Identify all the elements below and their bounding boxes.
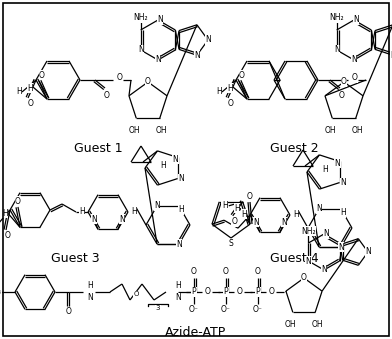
Text: O: O [341, 78, 347, 86]
Text: N: N [335, 159, 340, 168]
Text: NH₂: NH₂ [329, 14, 344, 22]
Text: P: P [256, 287, 260, 297]
Text: N: N [154, 201, 160, 211]
Text: O: O [228, 100, 234, 108]
Text: H: H [87, 281, 93, 291]
Text: H: H [161, 161, 167, 170]
Text: O: O [66, 307, 72, 317]
Text: O⁻: O⁻ [221, 305, 231, 315]
Text: N: N [321, 265, 327, 275]
Text: H: H [222, 201, 228, 210]
Text: O: O [39, 71, 45, 80]
Text: OH: OH [325, 126, 336, 135]
Text: S: S [229, 239, 233, 248]
Text: Guest 2: Guest 2 [270, 141, 318, 155]
Text: O: O [28, 100, 34, 108]
Text: OH: OH [156, 126, 167, 135]
Text: H: H [175, 281, 181, 291]
Text: H: H [79, 207, 85, 216]
Text: N: N [179, 174, 185, 183]
Text: O⁻: O⁻ [189, 305, 199, 315]
Text: N: N [157, 16, 163, 24]
Text: O: O [339, 92, 345, 100]
Text: O: O [223, 267, 229, 277]
Text: O: O [247, 192, 253, 201]
Text: N: N [338, 242, 344, 252]
Text: NH₂: NH₂ [301, 226, 316, 236]
Text: P: P [224, 287, 228, 297]
Text: N: N [281, 218, 287, 227]
Text: O: O [237, 287, 243, 297]
Text: O: O [232, 217, 238, 226]
Text: N: N [87, 294, 93, 302]
Text: N: N [323, 230, 329, 239]
Text: Azide-ATP: Azide-ATP [165, 325, 227, 339]
Text: O⁻: O⁻ [253, 305, 263, 315]
Text: O: O [5, 232, 11, 240]
Text: O: O [352, 74, 358, 82]
Text: N: N [176, 240, 182, 248]
Text: O: O [145, 78, 151, 86]
Text: O: O [191, 267, 197, 277]
Text: N: N [341, 178, 347, 187]
Text: N: N [351, 56, 357, 64]
Text: O: O [255, 267, 261, 277]
Text: N: N [205, 36, 211, 44]
Text: Guest 1: Guest 1 [74, 141, 122, 155]
Text: N: N [91, 215, 97, 224]
Text: 3: 3 [156, 305, 160, 311]
Text: N₃: N₃ [0, 287, 2, 297]
Text: N: N [390, 51, 392, 60]
Text: H: H [227, 83, 233, 93]
Text: O: O [269, 287, 275, 297]
Text: H: H [234, 204, 240, 213]
Text: N: N [334, 45, 339, 55]
Text: H: H [340, 208, 346, 217]
Text: OH: OH [311, 320, 323, 329]
Text: H: H [216, 86, 222, 96]
Text: N: N [194, 51, 200, 60]
Text: H: H [323, 165, 328, 174]
Text: N: N [138, 45, 143, 55]
Text: H: H [16, 86, 22, 96]
Text: N: N [119, 215, 125, 224]
Text: N: N [175, 294, 181, 302]
Text: O: O [133, 291, 139, 297]
Text: O: O [15, 197, 21, 206]
Text: H: H [131, 207, 137, 216]
Text: OH: OH [352, 126, 363, 135]
Text: N: N [155, 56, 161, 64]
Text: O: O [205, 287, 211, 297]
Text: N: N [253, 218, 259, 227]
Text: H: H [178, 205, 184, 215]
Text: H: H [2, 209, 8, 218]
Text: P: P [192, 287, 196, 297]
Text: NH₂: NH₂ [133, 14, 148, 22]
Text: OH: OH [129, 126, 140, 135]
Text: N: N [365, 247, 371, 257]
Text: Guest 4: Guest 4 [270, 252, 318, 264]
Text: O: O [104, 92, 110, 100]
Text: N: N [353, 16, 359, 24]
Text: OH: OH [285, 320, 297, 329]
Text: N: N [173, 155, 178, 164]
Text: N: N [316, 204, 322, 214]
Text: O: O [117, 74, 123, 82]
Text: N: N [305, 257, 311, 265]
Text: Guest 3: Guest 3 [51, 252, 99, 264]
Text: H: H [293, 210, 299, 219]
Text: H: H [27, 83, 33, 93]
Text: O: O [301, 274, 307, 282]
Text: H: H [241, 210, 247, 219]
Text: O: O [239, 71, 245, 80]
